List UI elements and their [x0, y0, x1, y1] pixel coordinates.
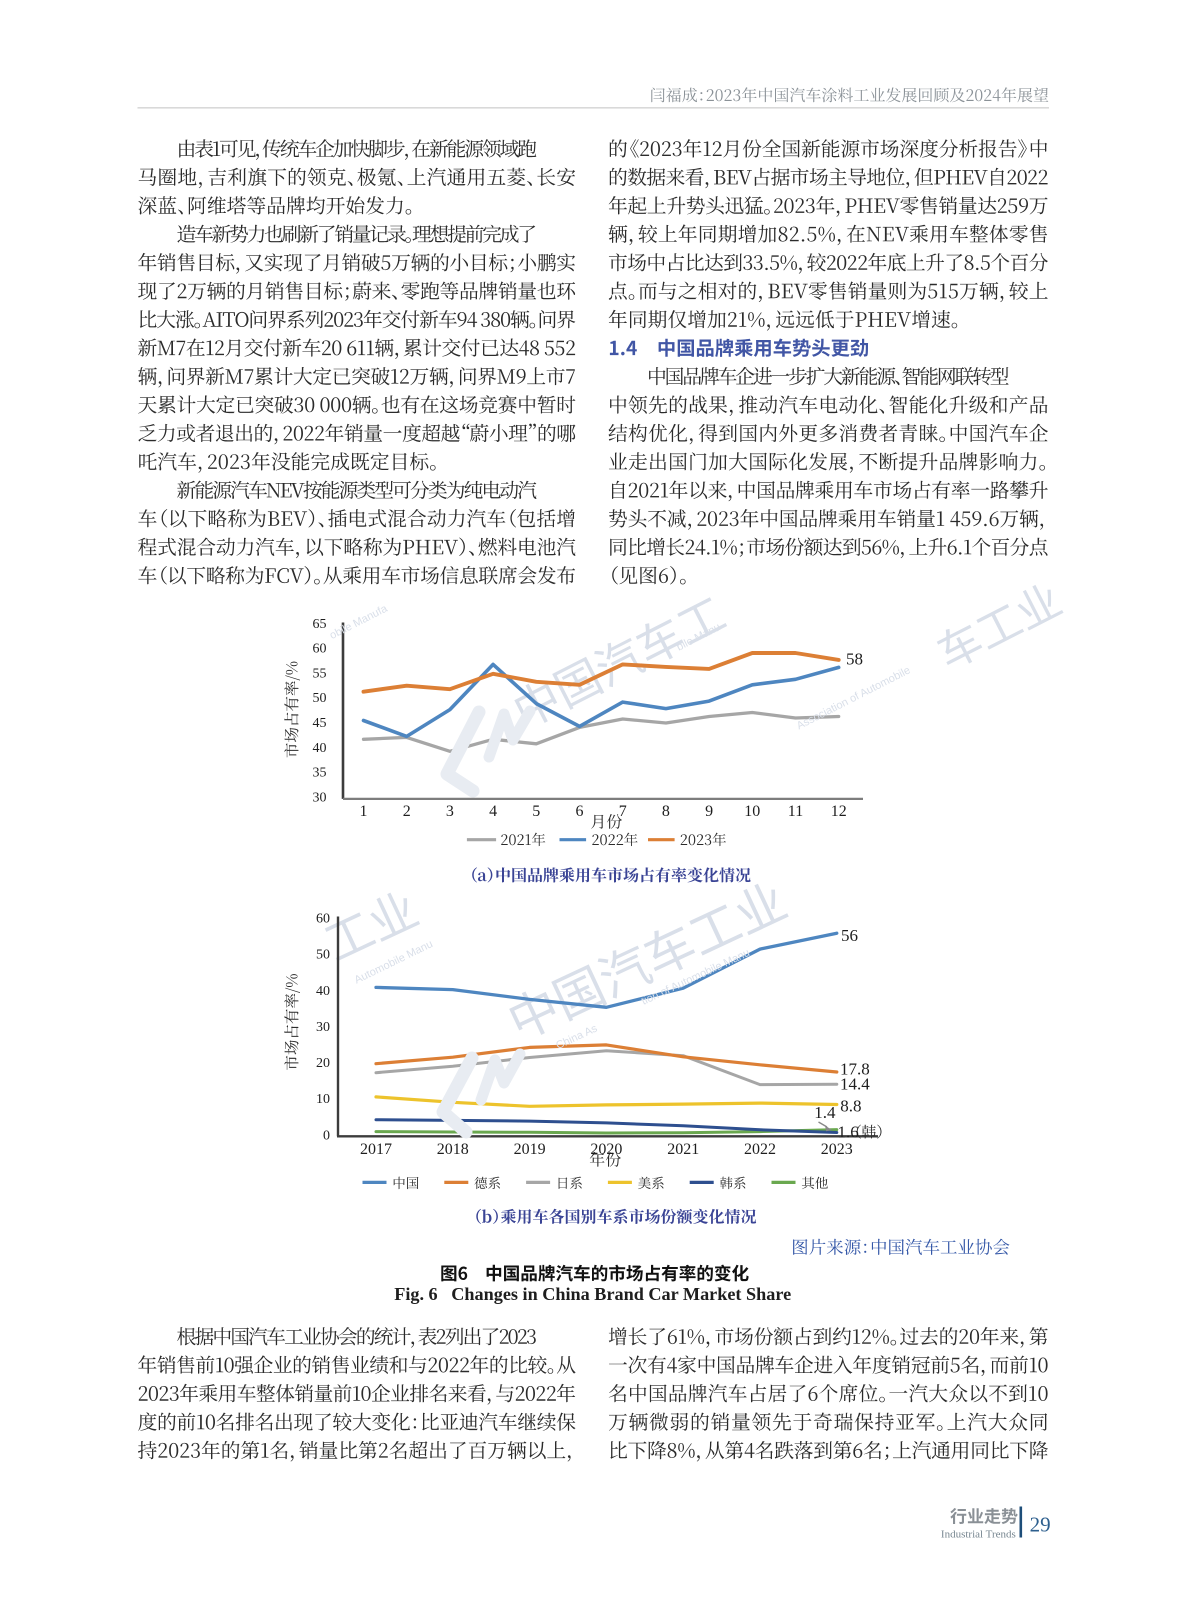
svg-text:2017: 2017 [360, 1141, 392, 1158]
svg-text:14.4: 14.4 [840, 1075, 870, 1094]
svg-text:10: 10 [316, 1092, 330, 1107]
svg-text:50: 50 [313, 691, 327, 706]
svg-text:Industrial Trends: Industrial Trends [941, 1529, 1016, 1541]
svg-text:50: 50 [316, 948, 330, 963]
svg-text:3: 3 [446, 803, 454, 820]
svg-text:60: 60 [316, 912, 330, 927]
svg-text:65: 65 [313, 617, 327, 632]
svg-text:7: 7 [619, 803, 627, 820]
svg-text:20: 20 [316, 1056, 330, 1071]
svg-text:2023: 2023 [821, 1141, 853, 1158]
svg-text:11: 11 [788, 803, 803, 820]
svg-text:17.8: 17.8 [840, 1060, 870, 1079]
svg-text:2019: 2019 [514, 1141, 546, 1158]
svg-text:58: 58 [846, 650, 863, 669]
svg-text:30: 30 [313, 791, 327, 806]
svg-text:2022: 2022 [744, 1141, 776, 1158]
svg-text:Fig. 6 Changes in China Bran: Fig. 6 Changes in China Brand Car Market… [394, 1284, 791, 1304]
svg-text:29: 29 [1030, 1513, 1051, 1537]
svg-text:1.4: 1.4 [814, 1103, 836, 1122]
svg-text:8.8: 8.8 [840, 1097, 861, 1116]
svg-text:35: 35 [313, 766, 327, 781]
svg-text:10: 10 [744, 803, 760, 820]
svg-text:9: 9 [705, 803, 713, 820]
svg-text:40: 40 [313, 741, 327, 756]
svg-text:12: 12 [831, 803, 847, 820]
svg-text:0: 0 [323, 1128, 330, 1143]
svg-text:30: 30 [316, 1020, 330, 1035]
svg-text:2018: 2018 [437, 1141, 469, 1158]
svg-text:45: 45 [313, 716, 327, 731]
svg-text:5: 5 [532, 803, 540, 820]
svg-text:55: 55 [313, 666, 327, 681]
svg-text:2: 2 [403, 803, 411, 820]
svg-text:6: 6 [576, 803, 584, 820]
svg-text:56: 56 [841, 926, 858, 945]
svg-text:8: 8 [662, 803, 670, 820]
svg-text:2021: 2021 [667, 1141, 699, 1158]
svg-text:4: 4 [489, 803, 497, 820]
svg-text:2020: 2020 [590, 1141, 622, 1158]
svg-text:1: 1 [360, 803, 368, 820]
svg-text:60: 60 [313, 642, 327, 657]
svg-text:40: 40 [316, 984, 330, 999]
svg-text:1.6: 1.6 [838, 1122, 859, 1141]
